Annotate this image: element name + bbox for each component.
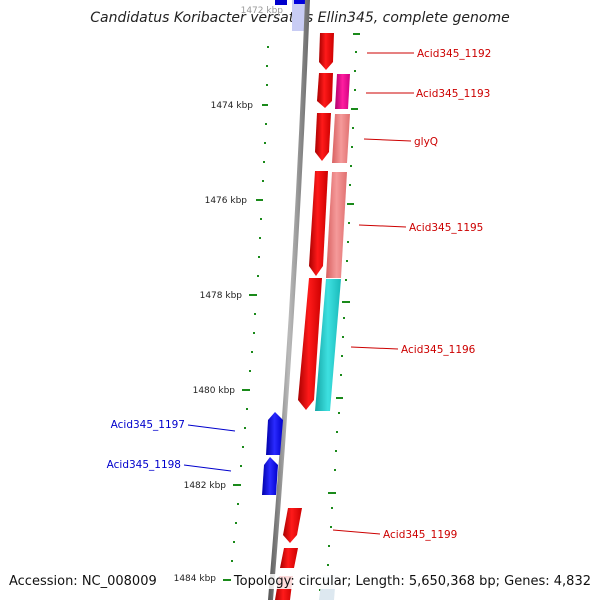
label-acid345-1195[interactable]: Acid345_1195	[409, 222, 483, 234]
label-acid345-1192[interactable]: Acid345_1192	[417, 48, 491, 60]
feature-track	[315, 74, 350, 600]
ruler-label-1476: 1476 kbp	[205, 196, 248, 206]
cds-acid345-1195[interactable]	[326, 172, 347, 278]
gene-arrow-top-faint[interactable]	[292, 0, 306, 31]
gene-arrow-acid345-1192[interactable]	[319, 33, 334, 70]
accession-text: Accession: NC_008009	[9, 574, 157, 589]
leader-acid345-1197	[187, 424, 236, 432]
leader-glyq	[363, 138, 412, 142]
ruler-labels: 1472 kbp 1474 kbp 1476 kbp 1478 kbp 1480…	[174, 6, 284, 584]
genome-stats-text: Topology: circular; Length: 5,650,368 bp…	[233, 574, 591, 589]
cds-acid345-1193[interactable]	[335, 74, 350, 109]
label-acid345-1193[interactable]: Acid345_1193	[416, 88, 490, 100]
cds-glyq[interactable]	[332, 114, 350, 163]
ruler-label-1474: 1474 kbp	[211, 101, 254, 111]
gene-arrow-acid345-1195[interactable]	[309, 171, 328, 276]
gene-arrow-top-fragment[interactable]	[275, 0, 287, 5]
genome-backbone	[268, 0, 310, 600]
gene-labels: Acid345_1192 Acid345_1193 glyQ Acid345_1…	[107, 48, 492, 541]
cds-acid345-1196[interactable]	[315, 279, 341, 411]
gene-arrow-acid345-1193[interactable]	[317, 73, 333, 108]
ruler-label-1472: 1472 kbp	[241, 6, 284, 16]
gene-arrow-acid345-1197[interactable]	[266, 412, 283, 455]
gene-arrow-acid345-1199[interactable]	[283, 508, 302, 543]
label-acid345-1196[interactable]: Acid345_1196	[401, 344, 476, 356]
gene-arrow-acid345-1196[interactable]	[298, 278, 322, 410]
ruler-label-1482: 1482 kbp	[184, 481, 227, 491]
label-acid345-1199[interactable]: Acid345_1199	[383, 529, 457, 541]
gene-arrow-top-blue[interactable]	[294, 0, 305, 4]
label-acid345-1198[interactable]: Acid345_1198	[107, 459, 181, 471]
gene-arrow-bottom-red[interactable]	[280, 548, 298, 568]
label-acid345-1197[interactable]: Acid345_1197	[111, 419, 185, 431]
gene-arrow-glyq[interactable]	[315, 113, 331, 161]
leader-acid345-1196	[350, 346, 399, 350]
ruler-label-1484: 1484 kbp	[174, 574, 217, 584]
label-glyq[interactable]: glyQ	[414, 136, 438, 148]
label-leader-lines	[183, 52, 414, 535]
ruler-label-1478: 1478 kbp	[200, 291, 243, 301]
inner-ruler-major-ticks	[223, 104, 268, 581]
reverse-strand-genes	[262, 412, 283, 495]
leader-acid345-1198	[183, 464, 232, 472]
inner-ruler-minor-ticks	[231, 46, 269, 562]
leader-acid345-1199	[332, 529, 381, 535]
gene-arrow-acid345-1198[interactable]	[262, 457, 278, 495]
leader-acid345-1195	[358, 224, 407, 228]
ruler-label-1480: 1480 kbp	[193, 386, 236, 396]
